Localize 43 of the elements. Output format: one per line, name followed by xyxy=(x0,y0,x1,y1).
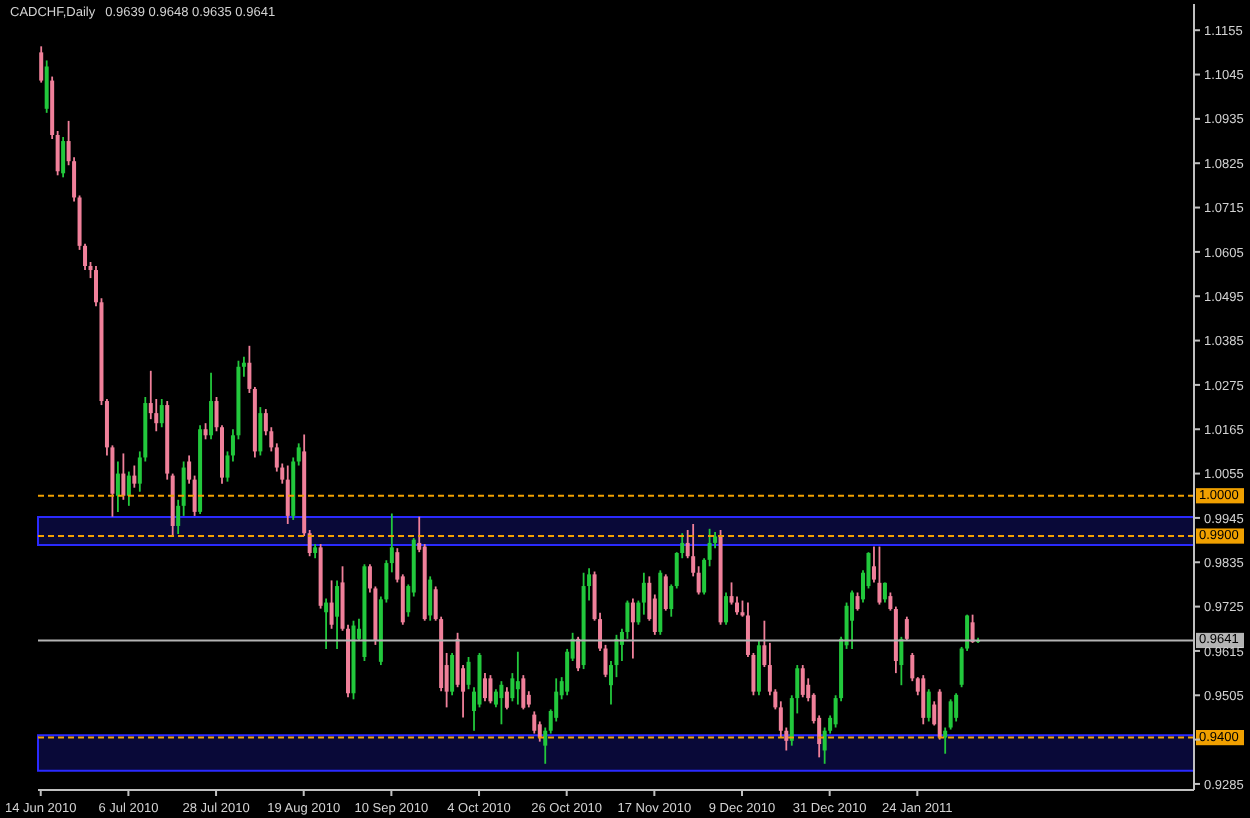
candlestick xyxy=(285,464,290,525)
candlestick xyxy=(515,650,520,706)
candlestick xyxy=(855,591,860,612)
candlestick xyxy=(258,406,263,457)
candlestick xyxy=(926,688,931,723)
candlestick xyxy=(324,597,329,650)
candlestick xyxy=(126,470,131,507)
candlestick xyxy=(121,452,126,501)
candlestick xyxy=(209,371,214,441)
candlestick xyxy=(899,635,904,687)
candlestick xyxy=(428,575,433,622)
candlestick xyxy=(954,692,959,723)
candlestick xyxy=(943,726,948,755)
candlestick xyxy=(335,579,340,650)
candlestick xyxy=(499,680,504,726)
candlestick xyxy=(970,613,975,644)
candlestick xyxy=(532,710,537,735)
candlestick xyxy=(850,589,855,650)
candlestick xyxy=(877,545,882,606)
candlestick xyxy=(948,698,953,731)
candlestick xyxy=(800,664,805,699)
candlestick xyxy=(724,591,729,626)
candlestick xyxy=(921,674,926,726)
candlestick xyxy=(44,59,49,114)
candlestick xyxy=(521,674,526,711)
candlestick xyxy=(61,136,66,179)
candlestick xyxy=(630,597,635,660)
candlestick xyxy=(450,652,455,697)
candlestick xyxy=(882,581,887,604)
candlestick xyxy=(576,635,581,672)
candlestick xyxy=(159,398,164,429)
candlestick xyxy=(937,688,942,741)
candlestick xyxy=(39,45,44,84)
candlestick xyxy=(488,674,493,705)
candlestick xyxy=(132,464,137,489)
candlestick xyxy=(756,639,761,697)
candlestick xyxy=(904,615,909,642)
candlestick xyxy=(504,686,509,711)
candlestick xyxy=(466,656,471,691)
candlestick xyxy=(482,672,487,703)
candlestick xyxy=(115,460,120,513)
candlestick xyxy=(663,573,668,612)
candlestick xyxy=(329,579,334,630)
